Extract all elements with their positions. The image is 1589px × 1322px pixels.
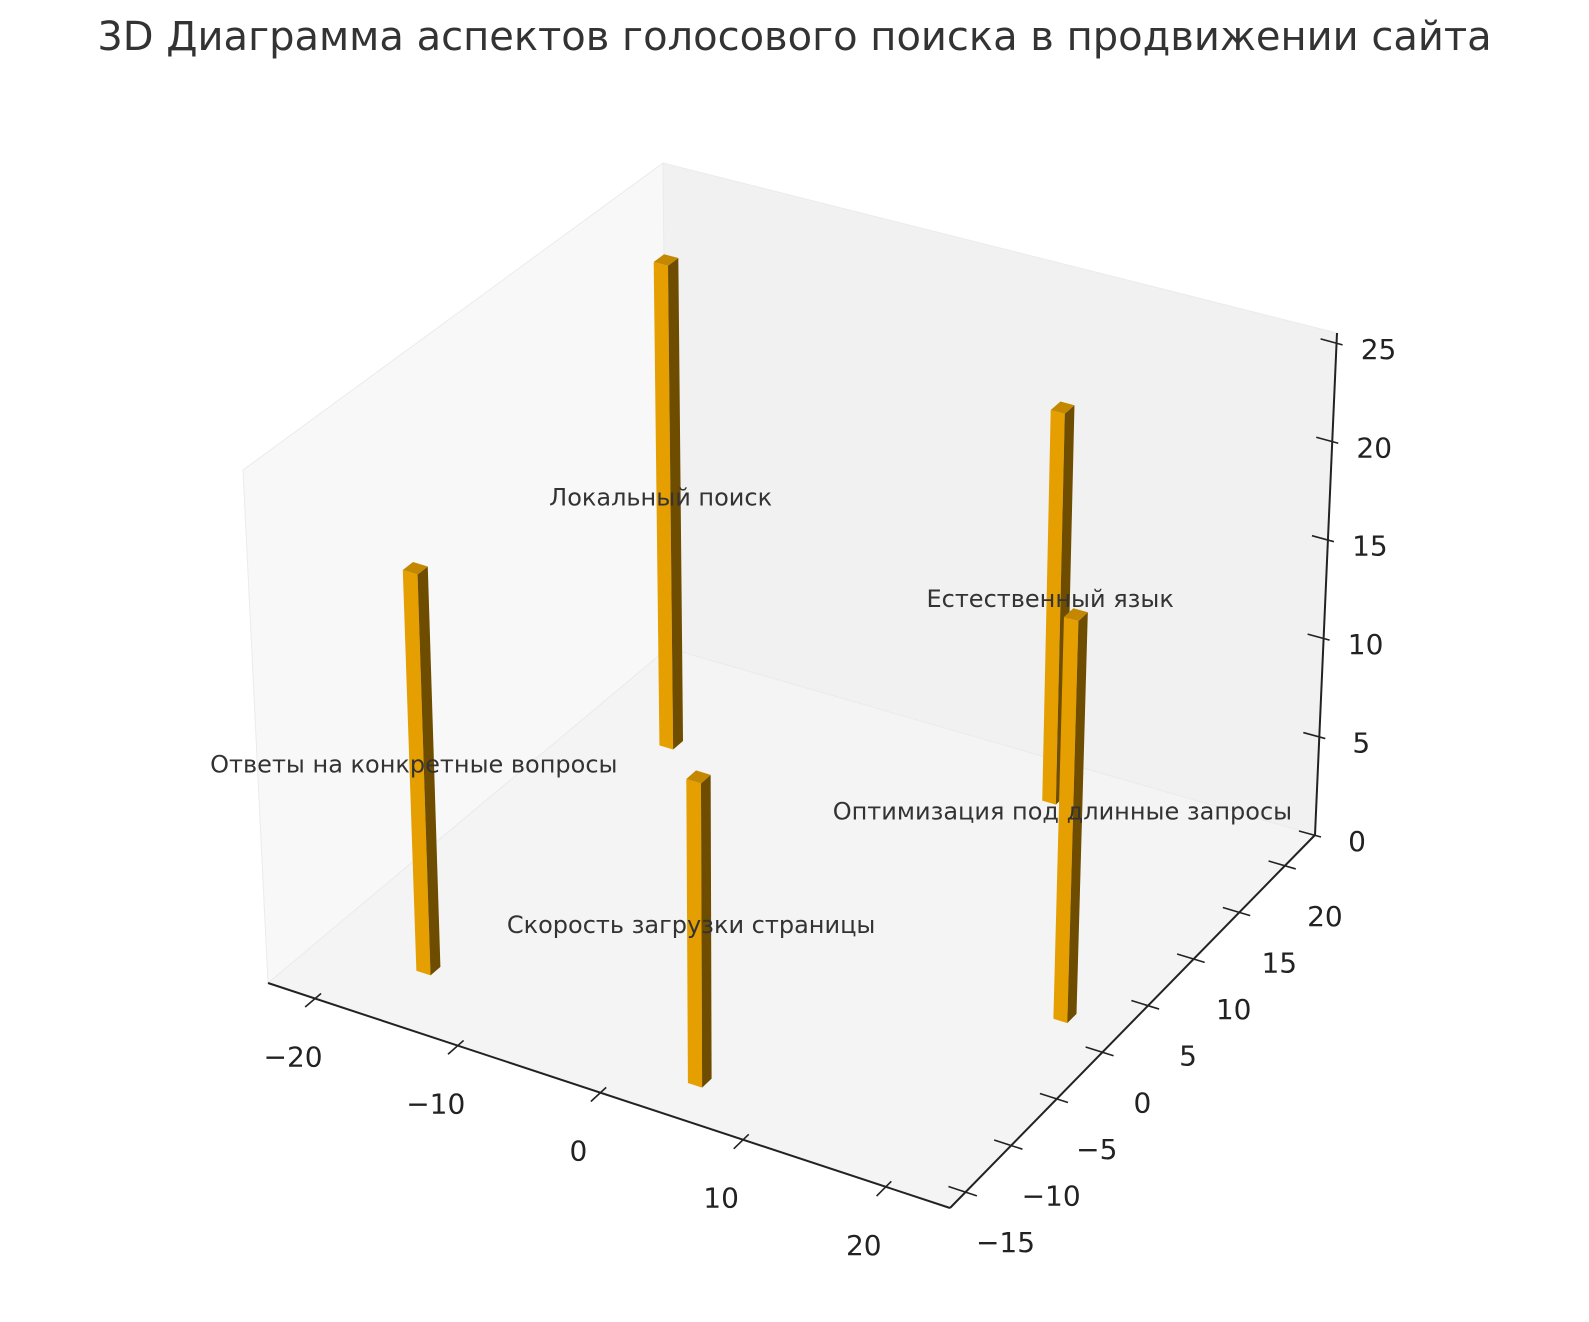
x-tick-label: −10: [406, 1088, 465, 1121]
y-tick: [1222, 906, 1251, 917]
y-tick-label: 15: [1261, 946, 1297, 979]
y-tick-label: −10: [1022, 1180, 1081, 1213]
bar-top-face: [686, 770, 711, 784]
x-tick-label: 0: [570, 1135, 588, 1168]
y-tick-label: 20: [1307, 900, 1343, 933]
z-tick: [1303, 731, 1326, 740]
y-tick: [1131, 999, 1160, 1010]
bar-top-face: [402, 562, 428, 575]
bar-side-face: [667, 257, 684, 750]
x-tick-label: −20: [264, 1041, 323, 1074]
z-tick: [1307, 633, 1330, 641]
z-tick: [1320, 338, 1343, 346]
bar-side-face: [1055, 405, 1075, 805]
z-tick-label: 20: [1356, 431, 1392, 464]
bar-side-face: [1067, 612, 1088, 1024]
bar-front-face: [402, 570, 431, 976]
y-tick: [1039, 1092, 1069, 1104]
x-tick-label: 10: [703, 1182, 739, 1215]
y-tick: [993, 1139, 1023, 1150]
bar-top-face: [653, 254, 679, 266]
y-tick-label: −15: [976, 1226, 1035, 1259]
x-axis-line: [267, 982, 951, 1209]
z-tick-label: 25: [1361, 333, 1397, 366]
x-tick: [590, 1086, 607, 1103]
bar-label: Локальный поиск: [549, 484, 772, 512]
bar-label: Оптимизация под длинные запросы: [833, 797, 1292, 825]
chart-title: 3D Диаграмма аспектов голосового поиска …: [97, 14, 1492, 60]
z-tick: [1316, 436, 1339, 445]
bar-label: Ответы на конкретные вопросы: [210, 751, 617, 779]
y-tick-label: 10: [1216, 993, 1252, 1026]
bar-label: Скорость загрузки страницы: [507, 911, 876, 939]
bar-front-face: [1053, 617, 1079, 1024]
bar-front-face: [686, 778, 703, 1088]
bar-top-face: [1050, 401, 1075, 414]
x-tick-label: 20: [846, 1229, 882, 1262]
y-tick: [1268, 860, 1296, 870]
bar-top-face: [1063, 608, 1088, 622]
bar-side-face: [700, 774, 712, 1088]
y-tick-label: 5: [1179, 1040, 1197, 1073]
y-tick-label: 0: [1133, 1086, 1151, 1119]
bar-front-face: [653, 262, 674, 750]
z-axis-line: [1314, 332, 1338, 836]
z-tick-label: 5: [1352, 727, 1370, 760]
y-tick: [1176, 953, 1205, 964]
y-tick: [948, 1185, 978, 1197]
z-tick-label: 10: [1348, 628, 1384, 661]
x-tick: [876, 1180, 892, 1197]
x-tick: [447, 1039, 465, 1055]
z-tick: [1298, 830, 1322, 838]
y-tick: [1085, 1046, 1114, 1057]
z-tick-label: 15: [1352, 530, 1388, 563]
bar-label: Естественный язык: [926, 585, 1173, 613]
bar-front-face: [1042, 410, 1065, 805]
y-tick-label: −5: [1076, 1133, 1117, 1166]
z-tick-label: 0: [1348, 825, 1366, 858]
bar-side-face: [417, 566, 441, 976]
x-tick: [304, 992, 322, 1008]
z-tick: [1311, 534, 1335, 543]
x-tick: [733, 1133, 750, 1150]
